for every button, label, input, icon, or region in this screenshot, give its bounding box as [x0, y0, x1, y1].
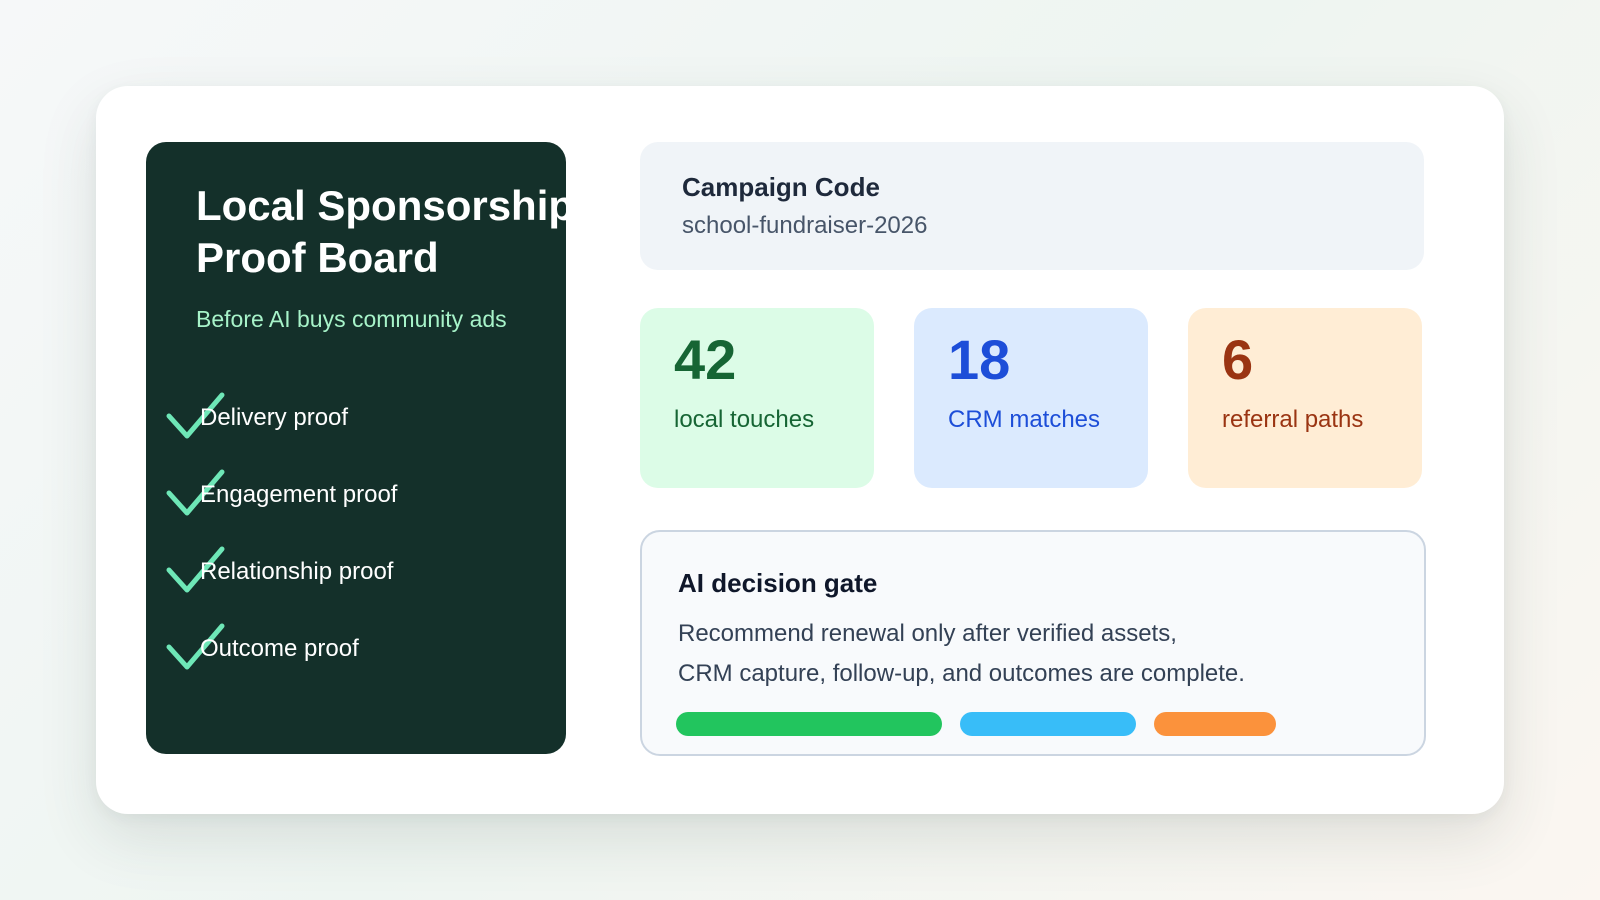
campaign-code-box: Campaign Code school-fundraiser-2026	[640, 142, 1424, 270]
campaign-code-value: school-fundraiser-2026	[682, 212, 928, 239]
checkmark-icon	[166, 623, 225, 670]
checklist-item-label: Engagement proof	[200, 481, 398, 508]
checklist-item-engagement: Engagement proof	[166, 469, 556, 525]
checkmark-icon	[166, 469, 225, 516]
board-subtitle: Before AI buys community ads	[196, 306, 507, 332]
gate-description-line-2: CRM capture, follow-up, and outcomes are…	[678, 660, 1245, 687]
checkmark-icon	[166, 392, 225, 439]
checklist-item-label: Outcome proof	[200, 635, 359, 662]
progress-bar-orange	[1154, 712, 1276, 736]
checkmark-icon	[166, 546, 225, 593]
checklist-item-label: Relationship proof	[200, 558, 394, 585]
checklist-item-relationship: Relationship proof	[166, 546, 556, 602]
stat-value: 42	[674, 328, 737, 391]
gate-title: AI decision gate	[678, 568, 878, 598]
stat-label: referral paths	[1222, 406, 1364, 433]
ai-decision-gate: AI decision gate Recommend renewal only …	[640, 530, 1426, 756]
checklist-item-delivery: Delivery proof	[166, 392, 556, 448]
progress-bar-green	[676, 712, 942, 736]
stat-card-referral-paths: 6 referral paths	[1188, 308, 1422, 488]
stat-card-local-touches: 42 local touches	[640, 308, 874, 488]
board-title: Local Sponsorship Proof Board	[196, 182, 566, 281]
campaign-code-title: Campaign Code	[682, 172, 880, 202]
proof-board-panel: Local Sponsorship Proof Board Before AI b…	[146, 142, 566, 754]
checklist-item-outcome: Outcome proof	[166, 623, 556, 679]
stat-label: CRM matches	[948, 406, 1101, 433]
stat-card-crm-matches: 18 CRM matches	[914, 308, 1148, 488]
main-card: Local Sponsorship Proof Board Before AI b…	[96, 86, 1504, 814]
stat-label: local touches	[674, 406, 815, 433]
stat-value: 6	[1222, 328, 1254, 391]
checklist-item-label: Delivery proof	[200, 404, 349, 431]
progress-bar-blue	[960, 712, 1136, 736]
gate-description-line-1: Recommend renewal only after verified as…	[678, 620, 1177, 647]
stat-value: 18	[948, 328, 1011, 391]
